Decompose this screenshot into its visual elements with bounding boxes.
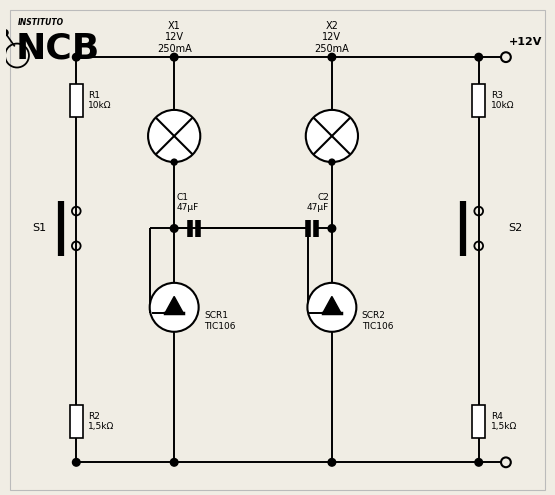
Text: S2: S2 xyxy=(508,223,523,234)
Circle shape xyxy=(328,458,336,466)
Circle shape xyxy=(307,283,356,332)
Text: R3
10kΩ: R3 10kΩ xyxy=(491,91,514,110)
Text: S1: S1 xyxy=(32,223,47,234)
Text: R4
1,5kΩ: R4 1,5kΩ xyxy=(491,412,517,431)
Circle shape xyxy=(475,458,482,466)
Circle shape xyxy=(475,53,482,61)
Bar xyxy=(472,405,485,438)
Circle shape xyxy=(170,458,178,466)
Circle shape xyxy=(148,110,200,162)
Text: SCR2
TIC106: SCR2 TIC106 xyxy=(362,311,393,331)
Text: INSTITUTO: INSTITUTO xyxy=(18,18,64,27)
Circle shape xyxy=(150,283,199,332)
Text: C2
47μF: C2 47μF xyxy=(307,193,329,212)
Circle shape xyxy=(2,30,8,36)
Circle shape xyxy=(329,159,335,165)
Circle shape xyxy=(171,159,177,165)
Bar xyxy=(472,84,485,117)
Circle shape xyxy=(328,53,336,61)
Polygon shape xyxy=(322,297,341,313)
Text: X2
12V
250mA: X2 12V 250mA xyxy=(315,21,349,54)
Text: X1
12V
250mA: X1 12V 250mA xyxy=(157,21,191,54)
Circle shape xyxy=(73,458,80,466)
Text: SCR1
TIC106: SCR1 TIC106 xyxy=(204,311,235,331)
Text: +12V: +12V xyxy=(508,37,542,48)
Circle shape xyxy=(170,225,178,232)
Text: C1
47μF: C1 47μF xyxy=(177,193,199,212)
Bar xyxy=(70,405,83,438)
Text: R2
1,5kΩ: R2 1,5kΩ xyxy=(88,412,114,431)
Text: R1
10kΩ: R1 10kΩ xyxy=(88,91,112,110)
Polygon shape xyxy=(165,297,183,313)
Circle shape xyxy=(306,110,358,162)
Text: NCB: NCB xyxy=(16,32,100,66)
Circle shape xyxy=(170,53,178,61)
Circle shape xyxy=(73,53,80,61)
Bar xyxy=(70,84,83,117)
Circle shape xyxy=(328,225,336,232)
